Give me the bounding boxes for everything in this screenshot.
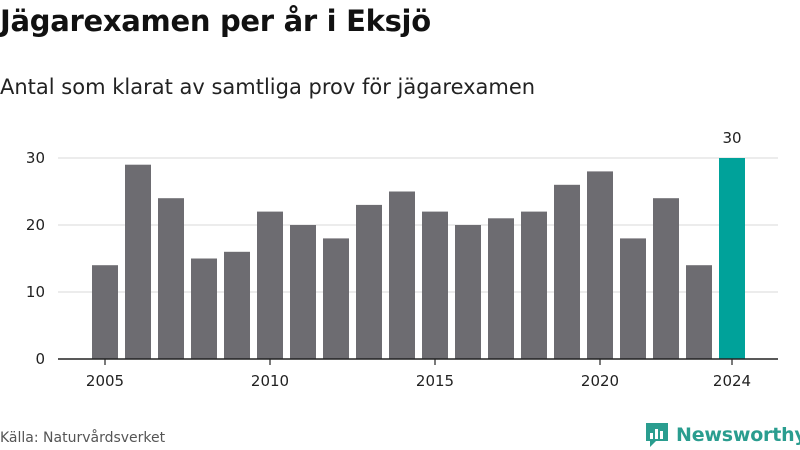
bar — [191, 258, 217, 359]
bar — [422, 211, 448, 359]
bar-chart: 0 10 20 30 30 2005 2010 2015 2020 2024 — [26, 129, 778, 390]
bar — [92, 265, 118, 359]
bar — [686, 265, 712, 359]
y-tick-label: 0 — [35, 350, 45, 368]
bar — [488, 218, 514, 359]
y-tick-label: 20 — [26, 216, 45, 234]
x-tick-label: 2005 — [86, 372, 124, 390]
brand-logo[interactable]: Newsworthy — [644, 421, 800, 449]
x-tick-label: 2010 — [251, 372, 289, 390]
y-tick-label: 10 — [26, 283, 45, 301]
bar — [257, 211, 283, 359]
chart-title: Jägarexamen per år i Eksjö — [0, 4, 431, 38]
bar — [455, 225, 481, 359]
bar-highlight — [719, 158, 745, 359]
chart-subtitle: Antal som klarat av samtliga prov för jä… — [0, 75, 536, 99]
x-tick-label: 2020 — [581, 372, 619, 390]
axes — [58, 358, 778, 365]
bar — [587, 171, 613, 359]
brand-name: Newsworthy — [676, 424, 800, 446]
bar — [290, 225, 316, 359]
source-note: Källa: Naturvårdsverket — [0, 430, 166, 446]
labels: 0 10 20 30 30 2005 2010 2015 2020 2024 — [26, 129, 751, 390]
bar — [125, 164, 151, 359]
bar — [389, 191, 415, 359]
x-tick-label: 2024 — [713, 372, 751, 390]
y-tick-label: 30 — [26, 149, 45, 167]
bar-chart-logo-icon — [646, 423, 668, 447]
bar — [653, 198, 679, 359]
bar — [323, 238, 349, 359]
bars — [92, 158, 745, 359]
bar-value-label: 30 — [722, 129, 741, 147]
bar — [554, 184, 580, 359]
bar — [521, 211, 547, 359]
bar — [158, 198, 184, 359]
bar — [224, 251, 250, 359]
x-tick-label: 2015 — [416, 372, 454, 390]
bar — [620, 238, 646, 359]
bar — [356, 204, 382, 359]
